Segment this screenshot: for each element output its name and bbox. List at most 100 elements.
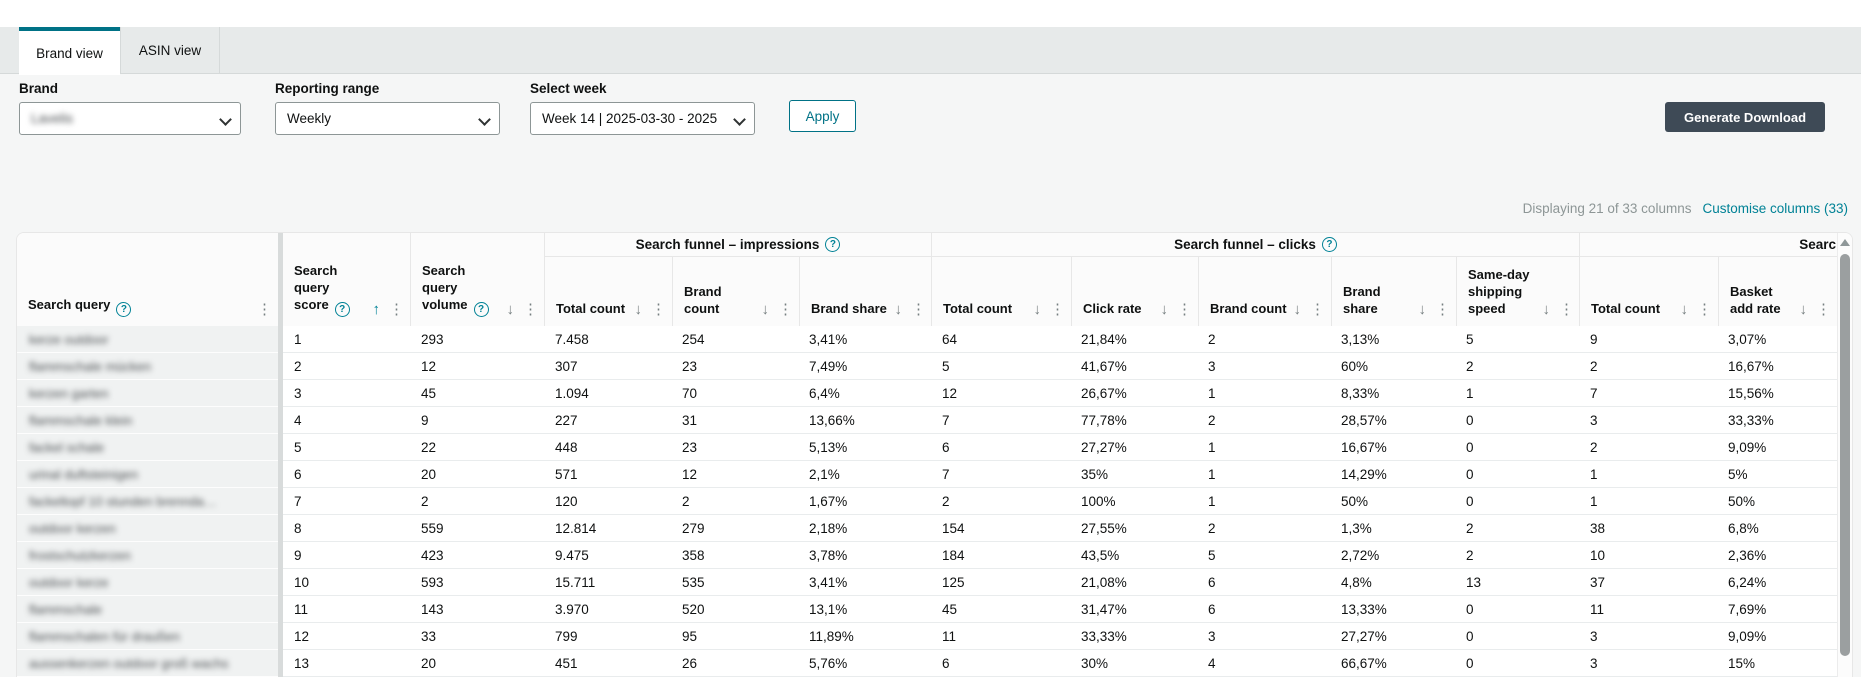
table-cell: 3 (1579, 650, 1717, 677)
sort-icon[interactable]: ↓ (506, 301, 515, 318)
table-cell: 16,67% (1717, 353, 1837, 380)
search-query-cell: outdoor kerze (17, 569, 278, 596)
sort-icon[interactable]: ↑ (372, 301, 381, 318)
table-cell: 7 (931, 461, 1070, 488)
column-menu-icon[interactable]: ⋮ (523, 301, 538, 318)
table-cell: 2 (1197, 326, 1330, 353)
table-cell: 9 (1579, 326, 1717, 353)
reporting-range-select[interactable]: Weekly (275, 102, 500, 135)
column-menu-icon[interactable]: ⋮ (1816, 301, 1831, 318)
column-header-brand-share[interactable]: Brand share ↓ ⋮ (1331, 257, 1456, 326)
column-header-icons: ↓ ⋮ (757, 302, 794, 317)
customise-columns-link[interactable]: Customise columns (33) (1702, 201, 1848, 216)
table-cell: 35% (1070, 461, 1197, 488)
help-icon[interactable]: ? (825, 237, 841, 252)
sort-icon[interactable]: ↓ (761, 301, 770, 318)
sort-icon[interactable]: ↓ (1293, 301, 1302, 318)
table-cell: 143 (410, 596, 544, 623)
brand-select[interactable]: Lavelis (19, 102, 241, 135)
select-week-label: Select week (530, 81, 607, 96)
table-cell: 1 (1197, 434, 1330, 461)
sort-icon[interactable]: ↓ (1160, 301, 1169, 318)
column-header-total-count[interactable]: Total count ↓ ⋮ (932, 257, 1071, 326)
column-menu-icon[interactable]: ⋮ (1435, 301, 1450, 318)
table-cell: 3 (283, 380, 410, 407)
table-cell: 3,41% (798, 326, 931, 353)
table-cell: 2 (283, 353, 410, 380)
column-header-brand-share[interactable]: Brand share ↓ ⋮ (799, 257, 932, 326)
help-icon[interactable]: ? (473, 302, 489, 317)
column-header-icons: ↓ ⋮ (1156, 302, 1193, 317)
column-header-brand-count[interactable]: Brand count ↓ ⋮ (672, 257, 799, 326)
table-cell: 30% (1070, 650, 1197, 677)
column-menu-icon[interactable]: ⋮ (1050, 301, 1065, 318)
table-cell: 2 (1197, 515, 1330, 542)
help-icon[interactable]: ? (334, 302, 350, 317)
sort-icon[interactable]: ↓ (894, 301, 903, 318)
column-menu-icon[interactable]: ⋮ (1697, 301, 1712, 318)
column-header-basket-add-rate[interactable]: Basket add rate ↓ ⋮ (1718, 257, 1837, 326)
sort-icon[interactable]: ↓ (1799, 301, 1808, 318)
column-menu-icon[interactable]: ⋮ (911, 301, 926, 318)
table-cell: 5,76% (798, 650, 931, 677)
column-header-search-query[interactable]: Search query? ⋮ (17, 233, 278, 326)
column-menu-icon[interactable]: ⋮ (1177, 301, 1192, 318)
column-menu-icon[interactable]: ⋮ (389, 301, 404, 318)
column-menu-icon[interactable]: ⋮ (778, 301, 793, 318)
table-cell: 13,1% (798, 596, 931, 623)
sort-icon[interactable]: ↓ (1033, 301, 1042, 318)
select-week-filter: Select week Week 14 | 2025-03-30 - 2025 (530, 81, 755, 135)
vertical-scrollbar[interactable] (1837, 233, 1852, 677)
column-header-click-rate[interactable]: Click rate ↓ ⋮ (1071, 257, 1198, 326)
brand-filter: Brand Lavelis (19, 81, 241, 135)
table-cell: 0 (1455, 461, 1579, 488)
column-group-search-funnel-clicks: Search funnel – clicks? Total count ↓ ⋮ Clic… (931, 233, 1579, 326)
search-query-text: flammschale (29, 601, 102, 617)
sort-icon[interactable]: ↓ (1680, 301, 1689, 318)
column-header-same-day-shipping-speed[interactable]: Same-day shipping speed ↓ ⋮ (1456, 257, 1580, 326)
column-header-brand-count[interactable]: Brand count ↓ ⋮ (1198, 257, 1331, 326)
sort-icon[interactable]: ↓ (1418, 301, 1427, 318)
frozen-column-divider (278, 434, 283, 461)
column-header-total-count[interactable]: Total count ↓ ⋮ (1580, 257, 1718, 326)
scroll-up-icon[interactable] (1840, 238, 1850, 246)
column-header-total-count[interactable]: Total count ↓ ⋮ (545, 257, 672, 326)
table-cell: 27,27% (1330, 623, 1455, 650)
column-menu-icon[interactable]: ⋮ (1310, 301, 1325, 318)
scrollbar-thumb[interactable] (1840, 254, 1850, 656)
table-row: flammschalen für draußen 12 33 799 95 11,89% 1… (17, 623, 1837, 650)
column-menu-icon[interactable]: ⋮ (1559, 301, 1574, 318)
table-cell: 1 (1197, 461, 1330, 488)
top-strip (0, 0, 1861, 27)
column-header-label: Search query volume? (422, 262, 502, 317)
sort-icon[interactable]: ↓ (634, 301, 643, 318)
column-menu-icon[interactable]: ⋮ (257, 301, 272, 318)
table-cell: 559 (410, 515, 544, 542)
reporting-range-label: Reporting range (275, 81, 380, 96)
generate-download-button[interactable]: Generate Download (1665, 102, 1825, 132)
table-row: urinal duftsteinigen 6 20 571 12 2,1% 7 35% 1 14,… (17, 461, 1837, 488)
column-header-search-query-volume[interactable]: Search query volume? ↓ ⋮ (410, 233, 544, 326)
apply-button[interactable]: Apply (789, 100, 856, 132)
tab-asin-view[interactable]: ASIN view (120, 27, 220, 74)
table-cell: 2,36% (1717, 542, 1837, 569)
table-cell: 3 (1579, 623, 1717, 650)
table-row: outdoor kerzen 8 559 12.814 279 2,18% 154 27,55… (17, 515, 1837, 542)
group-label-text: Searc (1799, 237, 1836, 252)
select-week-select[interactable]: Week 14 | 2025-03-30 - 2025 (530, 102, 755, 135)
table-cell: 6 (931, 650, 1070, 677)
help-icon[interactable]: ? (116, 302, 132, 317)
sort-icon[interactable]: ↓ (1542, 301, 1551, 318)
help-icon[interactable]: ? (1321, 237, 1337, 252)
table-cell: 13 (283, 650, 410, 677)
tab-brand-view[interactable]: Brand view (19, 27, 120, 75)
table-cell: 2,72% (1330, 542, 1455, 569)
table-cell: 13,66% (798, 407, 931, 434)
table-cell: 307 (544, 353, 671, 380)
table-cell: 15% (1717, 650, 1837, 677)
column-header-label: Brand count (684, 283, 722, 316)
search-query-cell: fackel schale (17, 434, 278, 461)
search-query-cell: flammschalen für draußen (17, 623, 278, 650)
column-menu-icon[interactable]: ⋮ (651, 301, 666, 318)
column-header-search-query-score[interactable]: Search query score? ↑ ⋮ (283, 233, 410, 326)
